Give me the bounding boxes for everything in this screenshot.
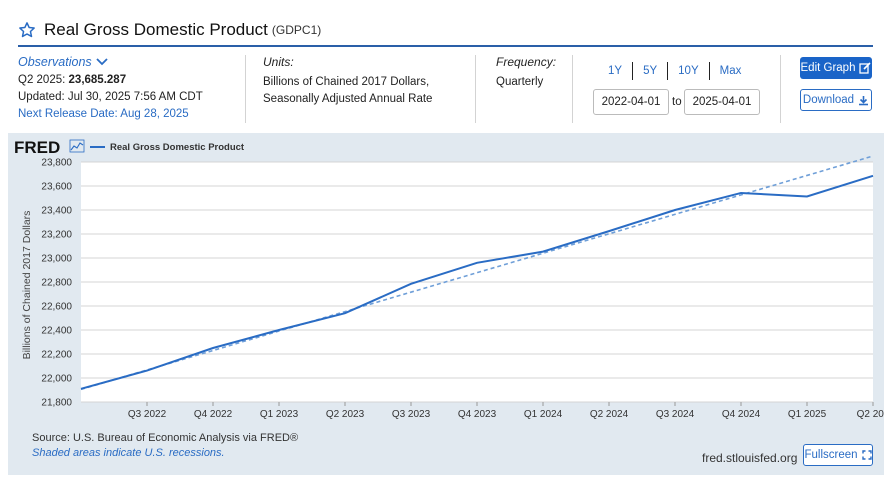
data-point[interactable] [871,174,875,178]
recession-note: Shaded areas indicate U.S. recessions. [32,447,225,459]
x-tick-label: Q3 2022 [128,409,167,420]
y-tick-label: 22,400 [41,326,72,337]
x-tick-label: Q3 2023 [392,409,431,420]
x-tick-label: Q1 2024 [524,409,563,420]
latest-observation: Q2 2025: 23,685.287 [18,72,203,89]
fullscreen-icon [861,450,872,460]
x-tick-label: Q2 2024 [590,409,629,420]
separator [667,62,669,80]
page-title: Real Gross Domestic Product [44,20,268,39]
x-tick-label: Q4 2022 [194,409,233,420]
units-heading: Units: [263,55,294,69]
series-id: (GDPC1) [271,23,322,37]
data-point[interactable] [805,194,809,198]
observations-dropdown[interactable]: Observations [18,55,203,69]
y-tick-label: 23,600 [41,182,72,193]
title-row: Real Gross Domestic Product (GDPC1) [18,18,321,42]
y-tick-label: 22,600 [41,302,72,313]
fullscreen-label: Fullscreen [804,449,858,461]
divider [475,55,476,123]
data-point[interactable] [145,369,149,373]
x-tick-label: Q3 2024 [656,409,695,420]
range-max-link[interactable]: Max [719,65,742,77]
x-tick-label: Q4 2023 [458,409,497,420]
y-tick-label: 23,200 [41,230,72,241]
y-axis-label: Billions of Chained 2017 Dollars [21,211,33,360]
frequency-value: Quarterly [496,76,544,88]
separator [708,62,710,80]
title-divider [18,45,873,47]
units-line-1: Billions of Chained 2017 Dollars, [263,76,430,88]
x-tick-label: Q4 2024 [722,409,761,420]
data-point[interactable] [607,229,611,233]
fullscreen-button[interactable]: Fullscreen [803,444,873,466]
line-chart[interactable]: 21,800 22,000 22,200 22,400 22,600 22,800 23,0… [8,133,884,475]
chart-graph-icon [69,139,85,153]
y-tick-label: 22,000 [41,374,72,385]
data-point[interactable] [79,387,83,391]
edit-graph-button[interactable]: Edit Graph [800,57,872,79]
data-point[interactable] [211,346,215,350]
data-point[interactable] [739,191,743,195]
download-label: Download [802,94,855,106]
star-icon[interactable] [18,21,36,39]
divider [572,55,573,123]
download-button[interactable]: Download [800,89,872,111]
y-tick-label: 21,800 [41,398,72,409]
start-date-input[interactable]: 2022-04-01 [593,89,669,115]
y-tick-label: 22,800 [41,278,72,289]
y-tick-label: 23,000 [41,254,72,265]
trend-line [80,155,874,391]
units-line-2: Seasonally Adjusted Annual Rate [263,93,433,105]
range-presets: 1Y 5Y 10Y Max [598,62,751,80]
data-point[interactable] [409,282,413,286]
data-point[interactable] [343,311,347,315]
legend-label: Real Gross Domestic Product [110,142,245,153]
x-tick-label: Q1 2025 [788,409,827,420]
separator [632,62,634,80]
fred-url[interactable]: fred.stlouisfed.org [702,451,798,465]
end-date-input[interactable]: 2025-04-01 [684,89,760,115]
edit-graph-label: Edit Graph [800,62,856,74]
chart-panel: 21,800 22,000 22,200 22,400 22,600 22,800 23,0… [8,133,884,475]
divider [780,55,781,123]
observation-period: Q2 2025: [18,74,66,86]
x-tick-label: Q2 2023 [326,409,365,420]
y-tick-label: 22,200 [41,350,72,361]
data-point[interactable] [673,208,677,212]
to-label: to [672,96,682,108]
fred-logo: FRED [14,138,60,157]
range-1y-link[interactable]: 1Y [608,65,623,77]
frequency-heading: Frequency: [496,55,557,69]
range-10y-link[interactable]: 10Y [678,65,699,77]
observations-panel: Observations Q2 2025: 23,685.287 Updated… [18,55,203,125]
data-point[interactable] [541,250,545,254]
data-point[interactable] [475,261,479,265]
series-line [80,174,874,390]
updated-text: Updated: Jul 30, 2025 7:56 AM CDT [18,91,203,103]
units-panel: Units: Billions of Chained 2017 Dollars,… [263,55,432,125]
source-text: Source: U.S. Bureau of Economic Analysis… [32,432,299,444]
next-release-link[interactable]: Next Release Date: Aug 28, 2025 [18,108,189,120]
range-5y-link[interactable]: 5Y [643,65,658,77]
frequency-panel: Frequency: Quarterly [496,55,556,125]
x-tick-label: Q2 202 [857,409,884,420]
data-point[interactable] [277,328,281,332]
y-tick-label: 23,800 [41,158,72,169]
observation-value: 23,685.287 [68,74,127,86]
y-tick-label: 23,400 [41,206,72,217]
edit-icon [859,62,872,74]
divider [245,55,246,123]
download-icon [859,95,869,105]
x-tick-label: Q1 2023 [260,409,299,420]
observations-heading: Observations [18,55,92,69]
chevron-down-icon [96,58,108,66]
